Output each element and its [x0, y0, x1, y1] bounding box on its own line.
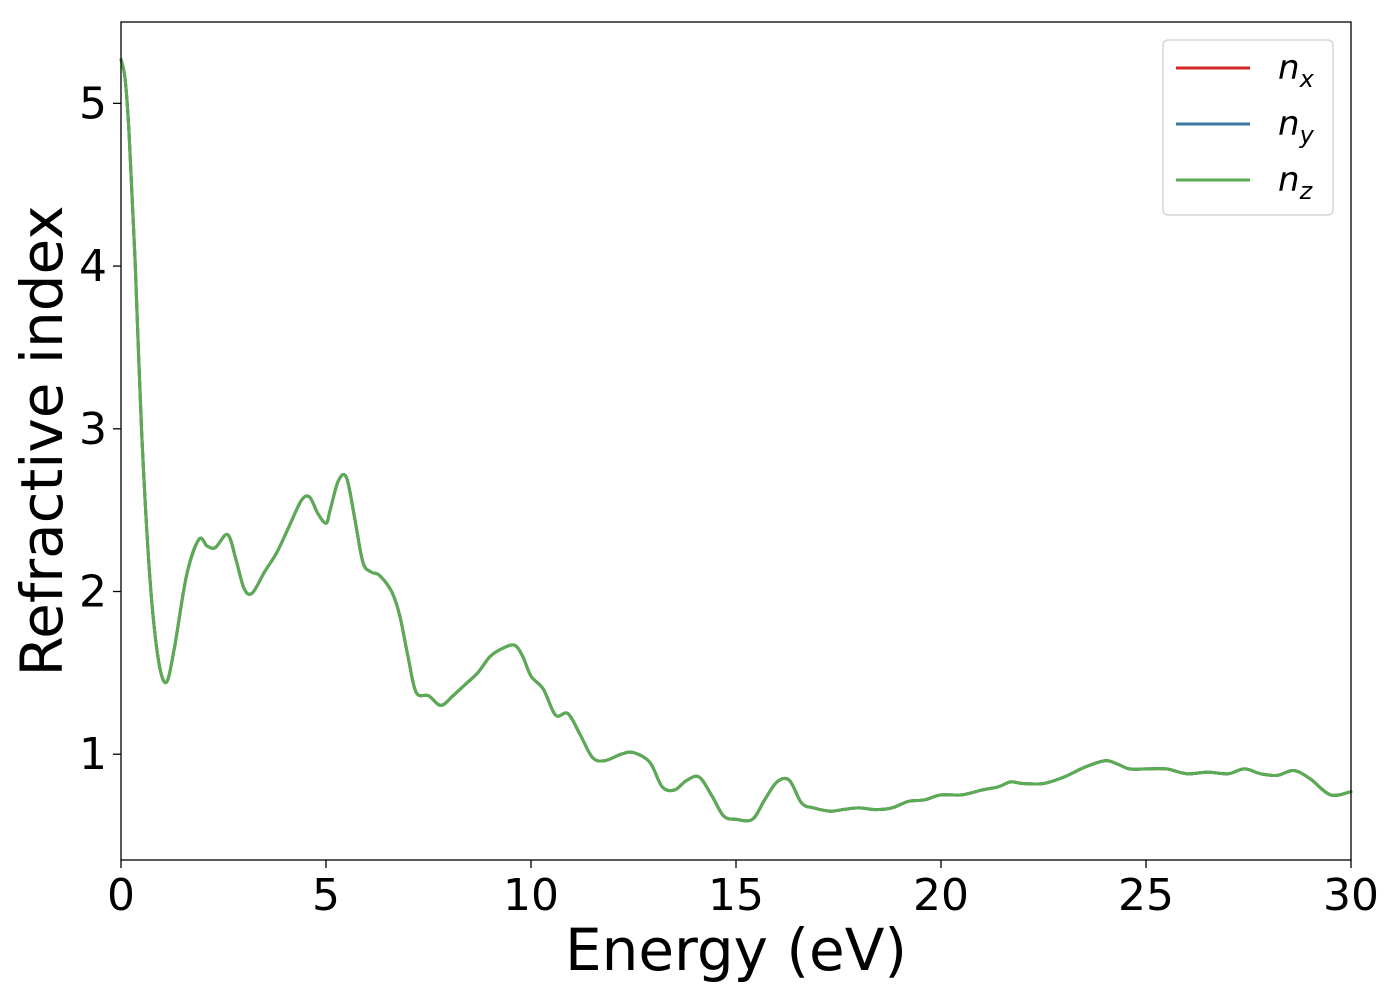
y-tick-label: 2 — [79, 567, 107, 618]
x-tick-label: 10 — [503, 870, 559, 921]
legend-label-nz: nz — [1278, 160, 1314, 205]
legend-label-nx: nx — [1278, 48, 1315, 93]
x-tick-label: 15 — [708, 870, 764, 921]
x-tick-label: 0 — [107, 870, 135, 921]
legend-label-ny: ny — [1278, 104, 1315, 149]
y-tick-label: 5 — [79, 78, 107, 129]
legend: nx ny nz — [1162, 39, 1334, 216]
x-tick-label: 30 — [1323, 870, 1379, 921]
y-tick-label: 1 — [79, 729, 107, 780]
x-axis-label: Energy (eV) — [565, 916, 907, 984]
y-tick-label: 4 — [79, 241, 107, 292]
series-line-nz — [119, 57, 1353, 823]
y-tick-label: 3 — [79, 404, 107, 455]
y-axis-label: Refractive index — [8, 205, 76, 676]
x-tick-label: 20 — [913, 870, 969, 921]
x-axis: 0 5 10 15 20 25 30 — [107, 860, 1379, 921]
legend-box — [1162, 39, 1334, 216]
series-layer — [119, 57, 1353, 823]
x-tick-label: 5 — [312, 870, 340, 921]
y-axis: 1 2 3 4 5 — [79, 78, 121, 780]
x-tick-label: 25 — [1118, 870, 1174, 921]
